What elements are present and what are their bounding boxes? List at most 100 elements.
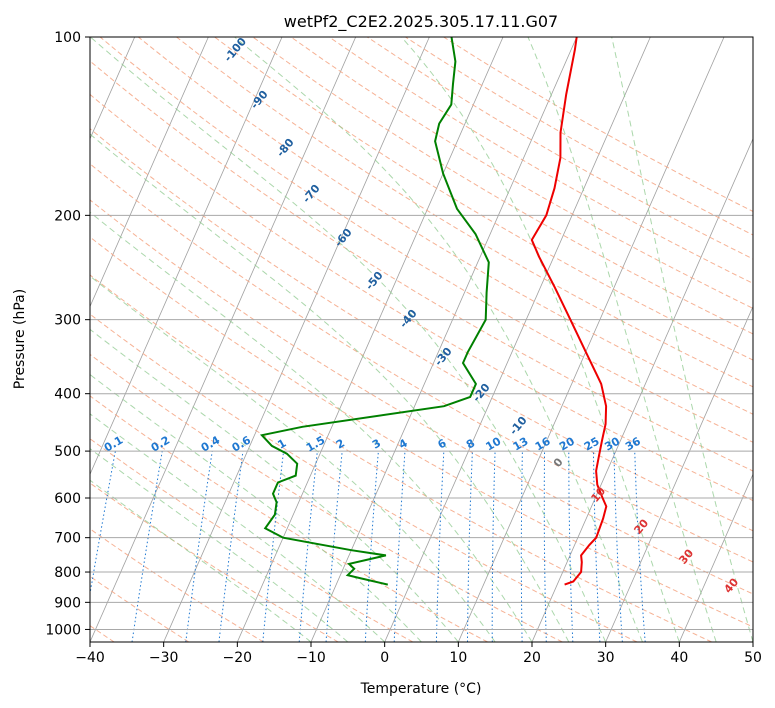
isotherm-line xyxy=(384,37,651,642)
y-tick-label: 500 xyxy=(54,444,81,460)
isobar-gridlines xyxy=(90,37,753,630)
dry-adiabat-line xyxy=(90,395,488,642)
mixing-ratio-line xyxy=(634,451,646,642)
dry-adiabat-label: 30 xyxy=(676,546,696,566)
dry-adiabat-line xyxy=(328,37,753,284)
isotherm-line xyxy=(678,473,753,642)
sounding-series xyxy=(259,37,608,586)
dry-adiabat-label: -40 xyxy=(397,307,420,331)
dry-adiabat-line xyxy=(90,528,264,642)
moist-adiabat-line xyxy=(90,37,607,642)
temperature-line xyxy=(530,37,608,586)
dry-adiabat-line xyxy=(90,575,190,642)
dry-adiabat-line xyxy=(290,37,753,309)
dry-adiabat-line xyxy=(90,93,753,502)
moist-adiabat-lines xyxy=(90,37,753,642)
x-tick-label: 30 xyxy=(597,650,615,666)
x-tick-label: 0 xyxy=(380,650,389,666)
line-labels: 0.1 0.2 0.4 0.6 1 1.5 2 3 4 6 8 10 13 16 20 25 30 36-100-… xyxy=(102,35,742,596)
mixing-ratio-label: 4 xyxy=(397,436,410,451)
plot-area: 0.1 0.2 0.4 0.6 1 1.5 2 3 4 6 8 10 13 16 20 25 30 36-100-… xyxy=(90,35,753,642)
x-axis-ticks: −40 −30 −20 −10 0 10 20 30 40 50 xyxy=(75,642,762,666)
mixing-ratio-label: 3 xyxy=(370,437,383,452)
dry-adiabat-line xyxy=(90,438,414,642)
isotherm-line xyxy=(163,37,430,642)
y-axis-label: Pressure (hPa) xyxy=(12,289,28,389)
dry-adiabat-label: -10 xyxy=(507,414,530,438)
mixing-ratio-label: 6 xyxy=(436,436,449,451)
isotherm-line xyxy=(90,37,357,642)
chart-title: wetPf2_C2E2.2025.305.17.11.G07 xyxy=(284,12,558,32)
isotherm-line xyxy=(90,37,283,476)
mixing-ratio-line xyxy=(218,451,244,642)
dry-adiabat-line xyxy=(252,37,753,335)
dry-adiabat-label: 10 xyxy=(588,484,608,504)
moist-adiabat-line xyxy=(401,37,680,642)
mixing-ratio-line xyxy=(435,451,445,642)
y-tick-label: 100 xyxy=(54,30,81,46)
dry-adiabat-label: -60 xyxy=(332,226,355,250)
dry-adiabat-label: 0 xyxy=(551,455,566,469)
isotherm-line xyxy=(752,641,753,642)
moist-adiabat-line xyxy=(90,479,312,642)
isotherm-line xyxy=(236,37,504,642)
isotherm-line xyxy=(90,37,209,308)
mixing-ratio-line xyxy=(364,451,379,642)
dry-adiabat-label: 40 xyxy=(721,575,741,595)
moist-adiabat-line xyxy=(611,37,753,642)
x-tick-label: −20 xyxy=(223,650,253,666)
y-tick-label: 800 xyxy=(54,565,81,581)
dry-adiabat-line xyxy=(90,353,563,642)
x-tick-label: 40 xyxy=(670,650,688,666)
mixing-ratio-label: 8 xyxy=(464,437,477,452)
dry-adiabat-label: -70 xyxy=(300,182,323,206)
dry-adiabat-label: -20 xyxy=(470,381,493,405)
mixing-ratio-line xyxy=(262,451,285,642)
dry-adiabat-line xyxy=(137,37,753,415)
dry-adiabat-line xyxy=(90,60,753,472)
x-tick-label: 50 xyxy=(744,650,762,666)
x-tick-label: 20 xyxy=(523,650,541,666)
mixing-ratio-line xyxy=(393,451,406,642)
mixing-ratio-label: 2 xyxy=(334,437,347,452)
mixing-ratio-line xyxy=(491,451,496,642)
dry-adiabat-line xyxy=(366,37,753,260)
moist-adiabat-line xyxy=(90,275,496,642)
dry-adiabat-label: -80 xyxy=(274,136,297,160)
y-tick-label: 400 xyxy=(54,387,81,403)
isotherm-line xyxy=(457,37,725,642)
mixing-ratio-line xyxy=(568,451,574,642)
dry-adiabat-label: -90 xyxy=(248,88,271,112)
dry-adiabat-line xyxy=(90,482,339,642)
dry-adiabat-line xyxy=(443,37,753,213)
x-tick-label: 10 xyxy=(449,650,467,666)
dry-adiabat-label: -100 xyxy=(221,35,249,65)
x-tick-label: −40 xyxy=(75,650,105,666)
plot-frame xyxy=(89,36,754,643)
y-axis-ticks: 100 200 300 400 500 600 700 800 900 1000 xyxy=(45,30,90,638)
dry-adiabat-line xyxy=(90,274,712,642)
dry-adiabat-label: -30 xyxy=(432,345,455,369)
x-axis-label: Temperature (°C) xyxy=(360,681,482,697)
dry-adiabat-label: 20 xyxy=(631,516,651,536)
mixing-ratio-line xyxy=(325,451,343,642)
dry-adiabat-label: -50 xyxy=(363,269,386,293)
moist-adiabat-line xyxy=(90,211,533,642)
moist-adiabat-line xyxy=(90,448,349,642)
x-tick-label: −30 xyxy=(149,650,179,666)
moist-adiabat-line xyxy=(90,373,422,642)
dry-adiabat-line xyxy=(99,37,753,443)
isotherm-lines xyxy=(90,37,753,642)
y-tick-label: 300 xyxy=(54,313,81,329)
y-tick-label: 700 xyxy=(54,531,81,547)
moist-adiabat-line xyxy=(234,37,643,642)
mixing-ratio-line xyxy=(185,451,213,642)
mixing-ratio-line xyxy=(131,451,163,642)
y-tick-label: 1000 xyxy=(45,622,81,638)
dry-adiabat-line xyxy=(90,313,638,642)
isotherm-line xyxy=(531,137,753,642)
moist-adiabat-line xyxy=(90,133,570,642)
x-tick-label: −10 xyxy=(296,650,326,666)
mixing-ratio-lines xyxy=(90,451,646,642)
